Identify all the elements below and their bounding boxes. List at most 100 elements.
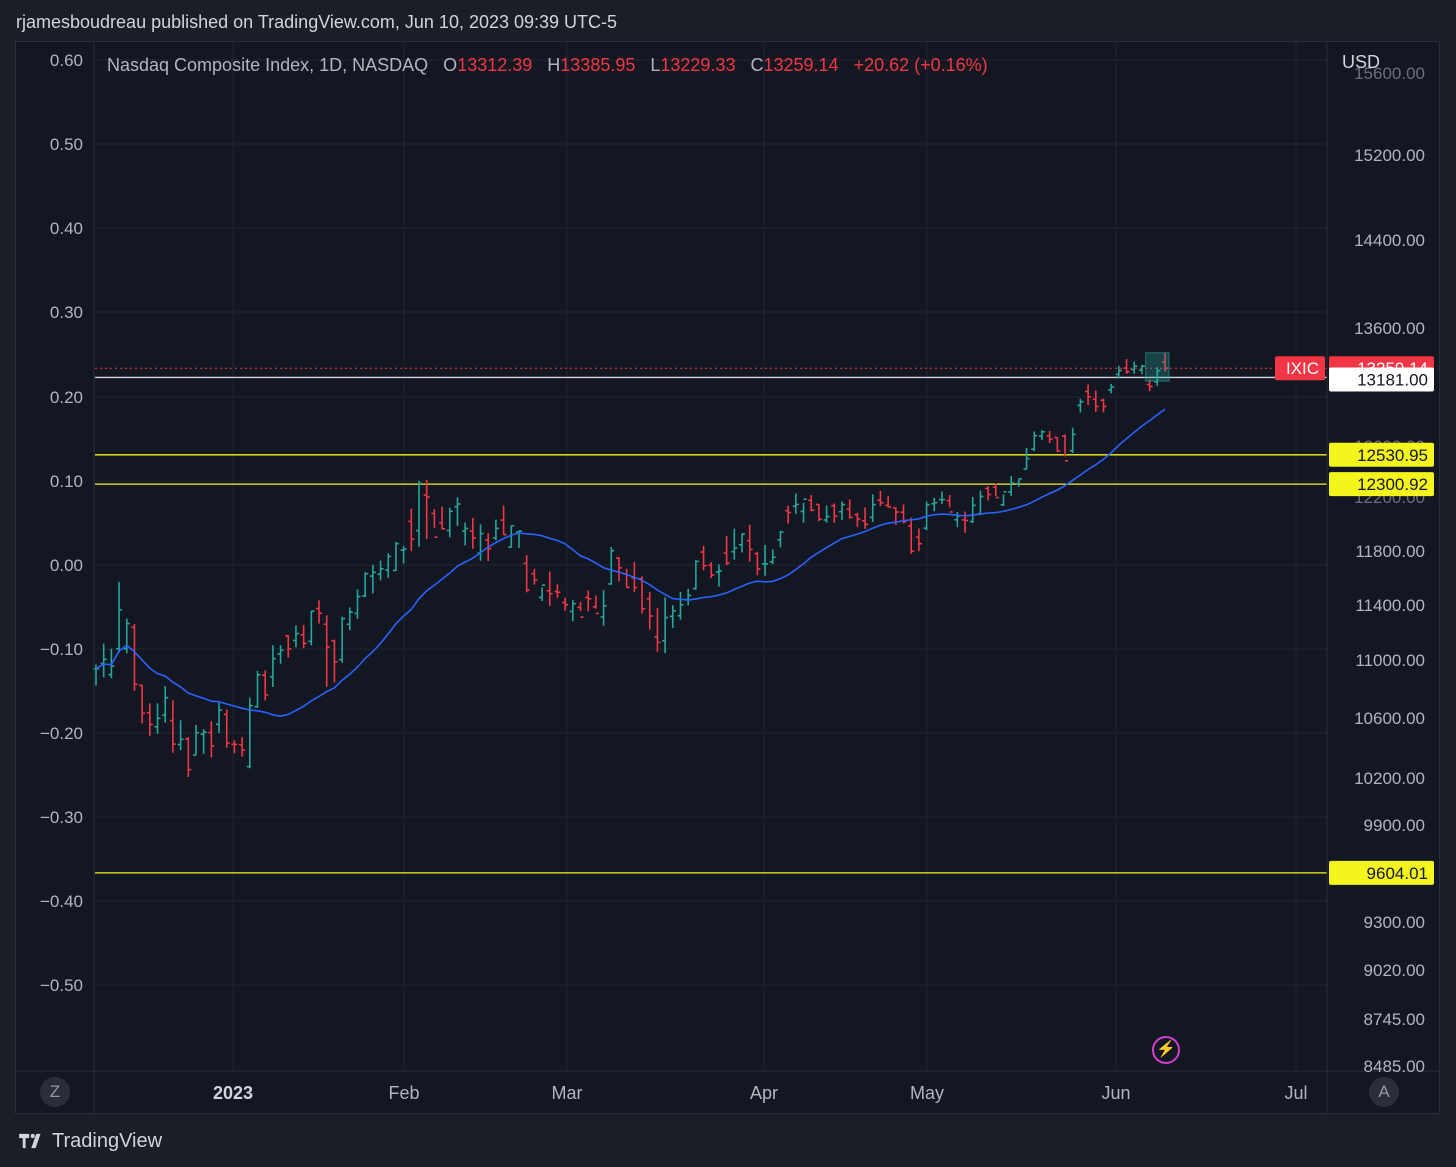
ohlc-bar (554, 584, 561, 598)
ohlc-bar (785, 505, 792, 524)
right-axis-tick: 8485.00 (1364, 1057, 1425, 1076)
ohlc-bar (139, 684, 146, 724)
ohlc-bar (1062, 434, 1069, 462)
ohlc-bar (146, 703, 153, 736)
ohlc-bar (715, 564, 722, 587)
ohlc-bar (662, 597, 669, 653)
ohlc-bar (169, 700, 176, 753)
ohlc-bar (177, 720, 184, 751)
ohlc-bar (354, 589, 361, 619)
right-axis-tick: 9300.00 (1364, 913, 1425, 932)
ohlc-bar (539, 584, 546, 602)
ohlc-bar (777, 530, 784, 548)
ohlc-bar (262, 670, 269, 701)
ohlc-bar (1046, 431, 1053, 444)
ohlc-bar (808, 495, 815, 512)
ohlc-bar (746, 524, 753, 562)
ohlc-bar (700, 545, 707, 571)
ohlc-bar (762, 544, 769, 576)
ohlc-bar (469, 517, 476, 549)
ohlc-bar (277, 645, 284, 664)
ohlc-bar (1138, 364, 1145, 375)
lightning-icon[interactable]: ⚡ (1152, 1036, 1180, 1064)
level-price-tag: 12300.92 (1329, 472, 1434, 497)
left-axis-tick: 0.00 (50, 556, 83, 575)
open-label: O (443, 55, 458, 75)
ohlc-bar (946, 494, 953, 513)
ohlc-bars (93, 353, 1168, 777)
ohlc-bar (154, 703, 161, 734)
moving-average-line (95, 408, 1166, 718)
right-axis-tick: 9020.00 (1364, 961, 1425, 980)
ohlc-bar (985, 486, 992, 501)
right-axis-tick: 13600.00 (1354, 319, 1425, 338)
ohlc-bar (669, 605, 676, 628)
ohlc-bar (846, 499, 853, 519)
open-value: 13312.39 (457, 55, 533, 75)
left-axis-tick: 0.10 (50, 472, 83, 491)
ohlc-bar (723, 535, 730, 566)
ohlc-bar (1085, 384, 1092, 406)
ohlc-bar (1100, 398, 1107, 413)
ohlc-bar (200, 729, 207, 754)
ohlc-bar (962, 511, 969, 533)
ohlc-bar (1154, 367, 1161, 386)
ohlc-bar (423, 480, 430, 539)
ohlc-bar (1162, 353, 1168, 372)
tradingview-brand: TradingView (16, 1126, 162, 1156)
close-value: 13259.14 (763, 55, 839, 75)
ohlc-bar (646, 592, 653, 630)
ohlc-bar (708, 562, 715, 579)
ohlc-bar (623, 568, 630, 589)
ohlc-bar (754, 551, 761, 576)
ohlc-bar (569, 600, 576, 622)
tradingview-logo-icon (19, 1133, 41, 1149)
svg-text:12300.92: 12300.92 (1357, 475, 1428, 494)
ohlc-bar (838, 501, 845, 521)
ohlc-bar (1000, 490, 1007, 507)
time-axis: 2023 Feb Mar Apr May Jun Jul (213, 1083, 1308, 1103)
ohlc-bar (1069, 427, 1076, 454)
time-axis-tick: Feb (388, 1083, 419, 1103)
ohlc-bar (546, 571, 553, 606)
left-axis-tick: −0.30 (40, 808, 83, 827)
time-axis-tick: Mar (552, 1083, 583, 1103)
ohlc-bar (1077, 398, 1084, 413)
ohlc-bar (915, 528, 922, 552)
left-axis-tick: −0.50 (40, 976, 83, 995)
chart-frame[interactable] (15, 41, 1440, 1114)
left-axis-tick: 0.20 (50, 388, 83, 407)
ohlc-bar (823, 505, 830, 523)
ohlc-bar (508, 524, 515, 548)
ohlc-bar (685, 588, 692, 606)
right-axis-tick: 15200.00 (1354, 146, 1425, 165)
right-axis: 15200.00 14400.00 13600.00 11800.00 11400.00… (1354, 64, 1425, 1076)
right-axis-tick: 11800.00 (1355, 542, 1425, 561)
brand-name: TradingView (52, 1129, 163, 1152)
right-axis-tick: 11000.00 (1355, 651, 1425, 670)
timezone-button[interactable]: Z (40, 1077, 70, 1107)
ohlc-bar (885, 495, 892, 508)
ohlc-bar (377, 560, 384, 581)
auto-scale-button[interactable]: A (1369, 1077, 1399, 1107)
ohlc-bar (800, 498, 807, 523)
ohlc-bar (608, 546, 615, 585)
change-value: +20.62 (+0.16%) (853, 55, 988, 75)
ohlc-bar (308, 610, 315, 646)
ohlc-bar (162, 686, 169, 723)
ohlc-bar (585, 590, 592, 612)
ohlc-bar (1008, 476, 1015, 496)
ohlc-bar (977, 490, 984, 516)
ohlc-bar (346, 607, 353, 631)
ohlc-bar (323, 615, 330, 687)
ohlc-bar (1038, 430, 1045, 440)
ohlc-bar (1131, 361, 1138, 374)
time-axis-tick: Apr (750, 1083, 778, 1103)
ohlc-bar (223, 709, 230, 748)
ohlc-bar (416, 480, 423, 547)
ohlc-bar (254, 670, 261, 708)
currency-label[interactable]: USD (1342, 52, 1381, 72)
ohlc-bar (239, 737, 246, 757)
ohlc-bar (869, 494, 876, 522)
